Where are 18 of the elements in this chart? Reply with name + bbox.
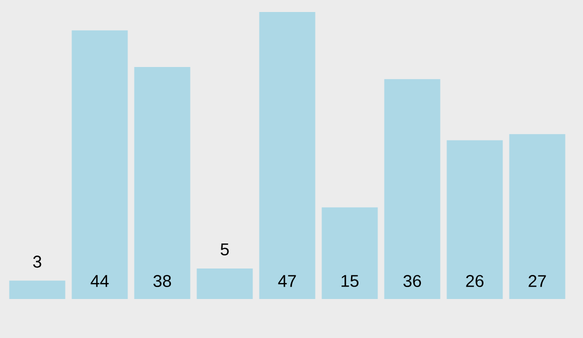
data-label: 3	[33, 256, 42, 268]
bar	[384, 79, 440, 299]
data-label: 36	[403, 274, 421, 288]
data-label: 15	[342, 275, 358, 287]
data-label: 47	[278, 275, 296, 287]
bar	[322, 207, 378, 299]
data-label: 44	[90, 275, 109, 287]
data-label: 38	[153, 274, 171, 288]
bar	[72, 30, 128, 299]
bar	[196, 268, 253, 299]
bar	[134, 66, 190, 299]
bar	[9, 280, 66, 299]
bar	[259, 12, 316, 299]
data-label: 5	[220, 244, 229, 256]
data-label: 27	[528, 275, 546, 287]
bar	[509, 134, 566, 299]
bar	[446, 140, 503, 299]
data-label: 26	[466, 274, 484, 288]
